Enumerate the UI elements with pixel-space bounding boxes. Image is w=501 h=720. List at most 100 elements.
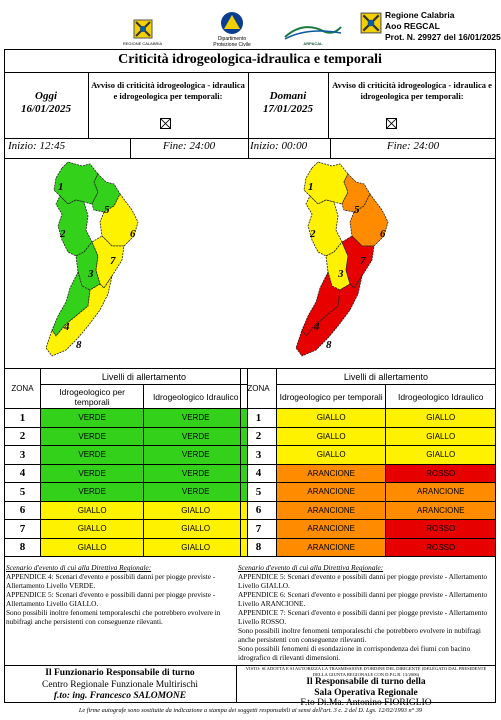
logo-protezione-civile: Dipartimento Protezione Civile	[197, 4, 267, 48]
today-avviso-checkbox	[160, 118, 171, 129]
today-level-row: 5 VERDE VERDE	[4, 482, 248, 502]
today-zone-1	[53, 161, 99, 205]
footer-visto: VISTO: SI ADOTTA E SI AUTORIZZA LA TRASM…	[245, 666, 487, 677]
tomorrow-livelli-header: Livelli di allertamento	[275, 368, 497, 385]
today-levels-table: ZONA Livelli di allertamento Idrogeologico…	[4, 368, 249, 557]
footer-centro: Centro Regionale Funzionale Multirischi	[42, 679, 198, 690]
tomorrow-zone-6	[349, 193, 389, 247]
scenario-today: Scenario d'evento di cui alla Direttiva …	[6, 563, 236, 626]
logo-label-arpacal: ARPACAL	[303, 41, 323, 46]
today-level-row: 7 GIALLO GIALLO	[4, 519, 248, 539]
scenario-today-heading: Scenario d'evento di cui alla Direttiva …	[6, 563, 152, 572]
stamp-regione: Regione Calabria	[385, 10, 455, 20]
footer-responsabile: Il Responsabile di turno della	[306, 677, 426, 687]
tomorrow-level-row: 8 ARANCIONE ROSSO	[240, 537, 496, 557]
today-inizio: Inizio: 12:45	[8, 140, 66, 152]
tomorrow-level-row: 6 ARANCIONE ARANCIONE	[240, 500, 496, 520]
today-col-idraulico: Idrogeologico Idraulico	[143, 384, 248, 409]
scenario-tomorrow-line: Sono possibili inoltre fenomeni temporal…	[238, 626, 481, 644]
today-zone-label: 6	[130, 228, 136, 240]
today-level-cell: GIALLO	[143, 519, 248, 539]
tomorrow-label: Domani	[269, 90, 307, 102]
today-zone-label: 5	[104, 204, 110, 216]
tomorrow-zone-map: 1 2 3 4 5 6 7 8	[295, 161, 389, 357]
footer-signature-right: F.to Di.Ma. Antonino FIORIGLIO	[300, 698, 432, 708]
today-level-cell: GIALLO	[39, 537, 145, 557]
tomorrow-col-idraulico: Idrogeologico Idraulico	[385, 384, 496, 409]
tomorrow-level-cell: ARANCIONE	[385, 482, 496, 502]
tomorrow-level-cell: GIALLO	[385, 408, 496, 428]
footer-funzionario: Il Funzionario Responsabile di turno Cen…	[4, 668, 236, 703]
logo-arpacal: ARPACAL	[278, 12, 348, 46]
tomorrow-level-cell: ARANCIONE	[385, 500, 496, 520]
protezione-civile-emblem-icon	[221, 12, 243, 34]
today-zone-number: 7	[4, 519, 41, 539]
scenario-today-line: APPENDICE 5: Scenari d'evento e possibil…	[6, 590, 216, 608]
logo-label-protezione: Dipartimento Protezione Civile	[213, 36, 251, 48]
today-level-cell: VERDE	[143, 426, 248, 446]
today-zone-label: 8	[76, 339, 82, 351]
tomorrow-avviso-checkbox	[386, 118, 397, 129]
stamp-aoo: Aoo REGCAL	[385, 21, 440, 31]
regione-calabria-emblem-icon	[133, 19, 152, 39]
tomorrow-zone-label: 4	[313, 321, 320, 333]
tomorrow-zone-number: 7	[240, 519, 277, 539]
today-level-cell: VERDE	[39, 426, 145, 446]
today-level-cell: GIALLO	[143, 500, 248, 520]
tomorrow-zone-label: 7	[360, 255, 366, 267]
tomorrow-levels-table: ZONA Livelli di allertamento Idrogeologico…	[240, 368, 497, 557]
today-zone-number: 6	[4, 500, 41, 520]
today-zone-label: 4	[63, 321, 70, 333]
tomorrow-zone-number: 3	[240, 445, 277, 465]
tomorrow-level-row: 4 ARANCIONE ROSSO	[240, 463, 496, 483]
tomorrow-zone-label: 5	[354, 204, 360, 216]
scenario-tomorrow-line: Sono possibili fenomeni di esondazione i…	[238, 644, 471, 662]
regione-stamp-emblem-icon	[360, 12, 382, 34]
today-level-cell: VERDE	[143, 445, 248, 465]
tomorrow-avviso-text: Avviso di criticità idrogeologica - idra…	[332, 80, 492, 101]
stamp-prot: Prot. N. 29927 del 16/01/2025	[385, 32, 501, 42]
today-zone-label: 2	[59, 228, 66, 240]
today-level-cell: VERDE	[39, 445, 145, 465]
today-zone-number: 2	[4, 426, 41, 446]
today-zone-number: 1	[4, 408, 41, 428]
today-level-row: 1 VERDE VERDE	[4, 408, 248, 428]
tomorrow-level-row: 3 GIALLO GIALLO	[240, 445, 496, 465]
scenario-tomorrow-line: APPENDICE 7: Scenari d'evento e possibil…	[238, 608, 488, 626]
tomorrow-level-cell: ARANCIONE	[275, 537, 387, 557]
today-level-cell: GIALLO	[39, 500, 145, 520]
today-level-row: 2 VERDE VERDE	[4, 426, 248, 446]
scenario-tomorrow-line: APPENDICE 6: Scenari d'evento e possibil…	[238, 590, 488, 608]
tomorrow-zone-2	[305, 195, 343, 257]
tomorrow-level-cell: ROSSO	[385, 537, 496, 557]
today-level-cell: VERDE	[39, 463, 145, 483]
today-level-cell: GIALLO	[39, 519, 145, 539]
today-zona-header: ZONA	[4, 368, 41, 409]
today-zone-label: 7	[110, 255, 116, 267]
tomorrow-level-cell: GIALLO	[385, 426, 496, 446]
logo-regione-calabria: REGIONE CALABRIA	[115, 12, 170, 46]
tomorrow-zone-5	[341, 173, 371, 213]
tomorrow-fine: Fine: 24:00	[386, 140, 440, 152]
tomorrow-level-row: 7 ARANCIONE ROSSO	[240, 519, 496, 539]
today-date: 16/01/2025	[20, 103, 72, 115]
tomorrow-zone-8	[295, 275, 363, 357]
today-fine: Fine: 24:00	[162, 140, 216, 152]
tomorrow-level-cell: ARANCIONE	[275, 519, 387, 539]
today-level-row: 3 VERDE VERDE	[4, 445, 248, 465]
today-zone-label: 1	[58, 181, 64, 193]
scenario-today-line: APPENDICE 4: Scenari d'evento e possibil…	[6, 572, 216, 590]
today-zone-number: 5	[4, 482, 41, 502]
today-zone-8	[45, 275, 113, 357]
tomorrow-zone-number: 6	[240, 500, 277, 520]
tomorrow-zone-1	[303, 161, 349, 205]
scenario-today-line: Sono possibili inoltre fenomeni temporal…	[6, 608, 221, 626]
tomorrow-date: 17/01/2025	[262, 103, 314, 115]
protocol-stamp: Regione Calabria Aoo REGCAL Prot. N. 299…	[385, 10, 501, 43]
tomorrow-date-block: Domani 17/01/2025	[248, 90, 328, 116]
tomorrow-level-cell: ROSSO	[385, 519, 496, 539]
tomorrow-zone-number: 4	[240, 463, 277, 483]
today-col-temporali: Idrogeologico per temporali	[39, 384, 145, 409]
tomorrow-zone-label: 6	[380, 228, 386, 240]
arpacal-logo-icon	[284, 26, 342, 40]
